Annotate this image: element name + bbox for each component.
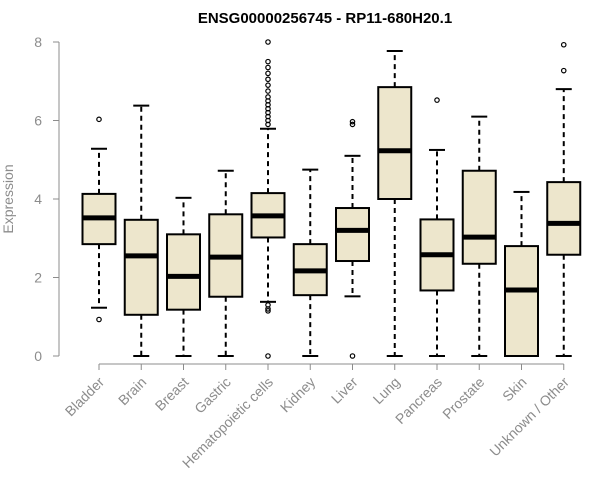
box-pancreas <box>419 97 455 357</box>
outlier-point <box>560 67 567 74</box>
outlier-point <box>434 97 440 103</box>
box-body <box>377 86 413 200</box>
outlier-point <box>96 316 102 323</box>
y-tick-label: 0 <box>34 348 42 364</box>
box-body <box>504 245 539 358</box>
outlier-point <box>265 76 271 83</box>
box-brain <box>123 104 159 357</box>
y-axis-label: Expression <box>0 164 16 233</box>
outlier-point <box>560 41 567 48</box>
y-axis: 0 2 4 6 8 <box>34 34 60 364</box>
outlier-point <box>265 39 271 45</box>
outlier-point <box>265 353 271 359</box>
x-tick-label: Brain <box>115 374 149 408</box>
outlier-point <box>349 118 356 125</box>
outlier-point <box>265 64 271 71</box>
outlier-point <box>265 70 271 77</box>
y-tick-label: 4 <box>34 191 42 207</box>
box-liver <box>335 118 370 359</box>
x-tick-label: Breast <box>152 374 192 414</box>
x-tick-label: Prostate <box>439 374 487 422</box>
x-tick-label: Skin <box>499 374 530 405</box>
box-unknown-other <box>546 41 582 357</box>
outlier-point <box>265 88 271 94</box>
chart-title: ENSG00000256745 - RP11-680H20.1 <box>198 10 452 27</box>
outlier-point <box>265 121 271 128</box>
outlier-point <box>265 58 271 65</box>
box-kidney <box>292 168 328 357</box>
box-hematopoietic-cells <box>250 39 286 359</box>
box-body <box>461 169 497 265</box>
y-tick-label: 2 <box>34 270 42 286</box>
x-tick-label: Bladder <box>62 374 108 420</box>
box-lung <box>377 50 413 357</box>
box-body <box>335 207 370 263</box>
outlier-point <box>96 116 102 123</box>
box-body <box>123 218 159 316</box>
outlier-point <box>265 306 271 312</box>
x-tick-label: Pancreas <box>392 374 445 427</box>
outlier-point <box>265 308 271 314</box>
y-tick-label: 8 <box>34 34 42 50</box>
box-body <box>166 233 201 311</box>
boxes-group <box>81 39 582 359</box>
x-tick-label: Kidney <box>277 374 319 416</box>
y-tick-label: 6 <box>34 113 42 129</box>
outlier-point <box>349 121 356 128</box>
outlier-point <box>265 82 271 88</box>
box-skin <box>504 190 539 358</box>
x-tick-label: Unknown / Other <box>486 374 572 460</box>
box-prostate <box>461 115 497 357</box>
box-body <box>546 181 582 256</box>
box-bladder <box>81 116 117 323</box>
box-gastric <box>208 169 244 357</box>
box-breast <box>166 196 201 357</box>
x-tick-label: Lung <box>370 374 403 407</box>
x-tick-label: Liver <box>328 374 361 407</box>
outlier-point <box>349 353 356 359</box>
